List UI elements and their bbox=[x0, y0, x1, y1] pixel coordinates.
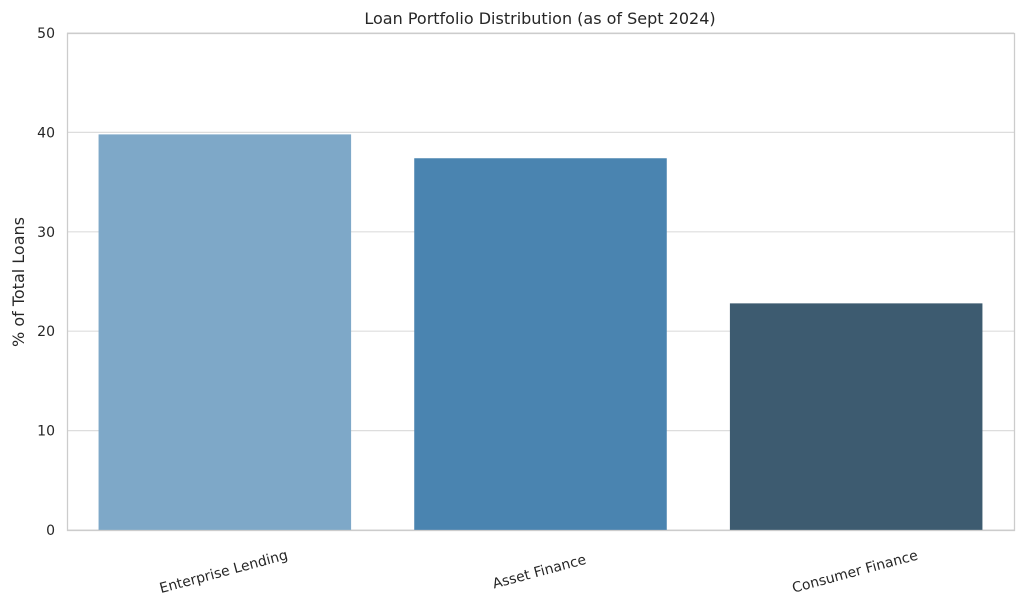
y-tick-label: 50 bbox=[37, 26, 55, 42]
y-tick-label: 10 bbox=[37, 424, 55, 440]
y-tick-label: 0 bbox=[46, 523, 55, 539]
y-axis-label: % of Total Loans bbox=[9, 217, 28, 347]
x-tick-labels: Enterprise Lending Asset Finance Consumer … bbox=[158, 547, 920, 597]
x-tick-label: Consumer Finance bbox=[791, 548, 920, 597]
y-tick-label: 20 bbox=[37, 324, 55, 340]
y-tick-label: 40 bbox=[37, 125, 55, 141]
y-tick-labels: 0 10 20 30 40 50 bbox=[37, 26, 55, 539]
y-tick-label: 30 bbox=[37, 225, 55, 241]
bar-consumer-finance bbox=[729, 303, 983, 530]
plot-frame bbox=[66, 32, 1016, 532]
chart-title: Loan Portfolio Distribution (as of Sept … bbox=[364, 9, 715, 28]
bar-enterprise-lending bbox=[98, 134, 352, 530]
x-tick-label: Enterprise Lending bbox=[158, 547, 290, 597]
bar-asset-finance bbox=[414, 158, 667, 530]
bar-group bbox=[98, 134, 983, 530]
x-tick-label: Asset Finance bbox=[491, 552, 588, 592]
